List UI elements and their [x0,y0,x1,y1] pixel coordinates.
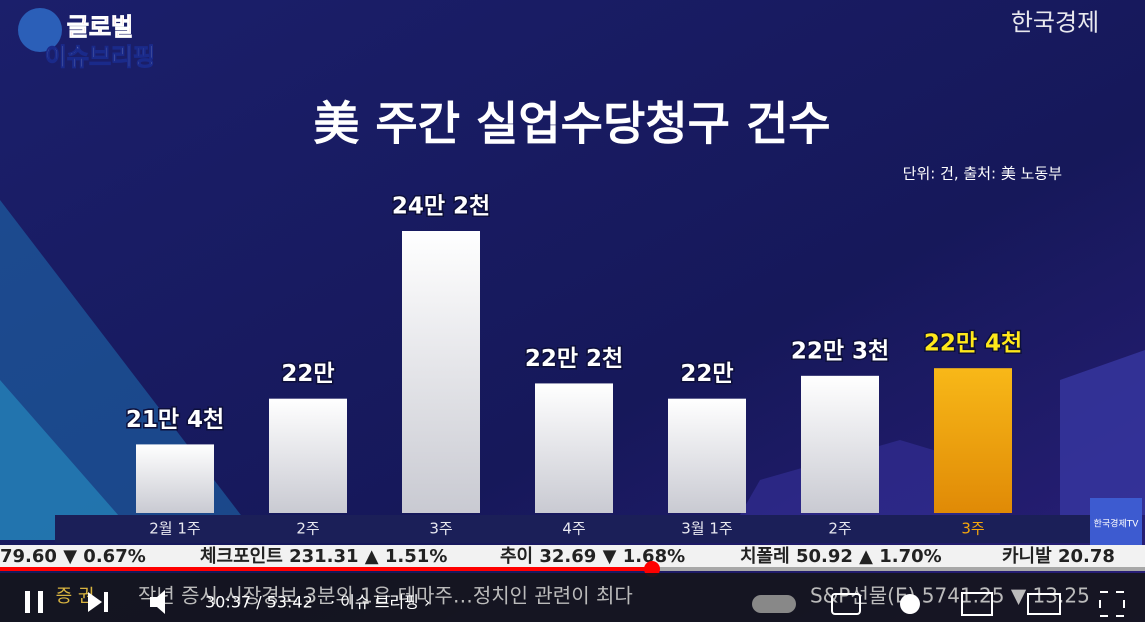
badge-text: 한국경제TV [1094,518,1140,530]
chart-subtitle: 단위: 건, 출처: 美 노동부 [903,165,1063,183]
next-button[interactable] [88,592,102,612]
x-tick-label: 2주 [828,520,851,538]
bar [934,368,1012,513]
value-label: 22만 2천 [525,346,623,372]
ticker-item: 카니발 20.78 [1002,546,1115,567]
value-label: 22만 [281,361,334,387]
decor [0,380,140,540]
ticker-item: 체크포인트 231.31 ▲ 1.51% [200,546,447,567]
category-strip [55,515,1090,543]
value-label: 22만 4천 [924,331,1022,357]
control-bar [0,573,1145,622]
badge [1090,498,1142,550]
settings-button[interactable] [900,594,920,614]
bar [402,231,480,513]
bar [801,375,879,513]
logo-bottom: 이슈브리핑 [45,43,155,71]
value-label: 21만 4천 [126,407,224,433]
pause-button[interactable] [25,591,30,613]
bar [535,383,613,513]
x-tick-label: 3월 1주 [681,520,732,538]
theater-button[interactable] [1027,593,1061,615]
ticker-bar [0,545,1145,571]
x-tick-label: 3주 [429,520,452,538]
logo-globe [18,8,62,52]
value-label: 22만 [680,361,733,387]
logo-top: 글로벌 [67,13,133,41]
ticker-item: 79.60 ▼ 0.67% [0,546,146,567]
broadcaster: 한국경제 [1011,9,1099,37]
bar [668,398,746,513]
next-button[interactable] [104,592,108,612]
chart-title: 美 주간 실업수당청구 건수 [313,97,830,151]
ticker: 79.60 ▼ 0.67% 체크포인트 231.31 ▲ 1.51% 추이 32.6… [0,546,1115,567]
volume-button[interactable] [150,590,165,614]
pause-button[interactable] [38,591,43,613]
ticker-item: 추이 32.69 ▼ 1.68% [500,546,685,567]
bar [136,444,214,513]
news-headline: 작년 증시 시장경보 3분의 1은 테마주…정치인 관련이 최다 [138,584,633,608]
ticker-item: 치폴레 50.92 ▲ 1.70% [740,546,942,567]
autoplay-toggle[interactable] [752,595,796,613]
chapter[interactable]: · 이슈 브리핑 › [330,593,430,612]
progress-played[interactable] [0,567,652,571]
x-tick-label: 2주 [296,520,319,538]
fullscreen-button[interactable] [1099,591,1125,617]
miniplayer-button[interactable] [961,592,993,616]
decor-buildings [1060,350,1145,515]
news-index: S&P선물(E) 5741.25 ▼ 13.25 [810,584,1090,608]
x-tick-label: 4주 [562,520,585,538]
x-tick-label: 2월 1주 [149,520,200,538]
time-display: 30:37 / 53:42 [205,593,313,612]
x-tick-label: 3주 [961,520,984,538]
value-label: 22만 3천 [791,338,889,364]
subtitles-button[interactable] [831,593,861,615]
value-label: 24만 2천 [392,194,490,220]
news-section: 증 권 [56,586,95,607]
bar [269,398,347,513]
